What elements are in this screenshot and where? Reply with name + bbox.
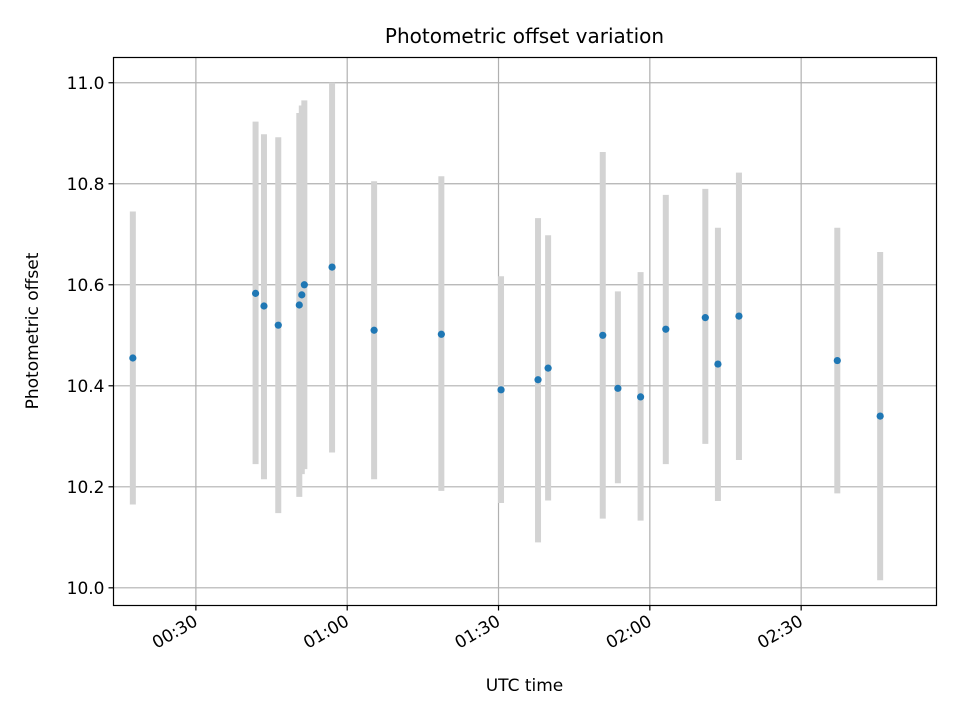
chart-title: Photometric offset variation [385,24,664,48]
grid [113,57,937,606]
data-point [614,384,622,392]
data-point [437,330,445,338]
data-point [298,291,306,299]
data-point [260,302,268,310]
y-axis: 10.0 10.2 10.4 10.6 10.8 11.0 [67,74,114,599]
data-point [300,281,308,289]
data-point [876,412,884,420]
y-tick-label: 11.0 [67,74,105,94]
x-axis-label: UTC time [486,676,564,696]
data-point [251,289,260,297]
y-tick-label: 10.2 [67,478,105,498]
data-point [328,263,336,271]
data-point [544,364,552,372]
data-point [129,354,137,362]
data-point [735,312,743,320]
plot-frame [112,56,938,607]
y-tick-label: 10.6 [67,276,105,296]
data-point [295,301,303,309]
y-tick-label: 10.8 [67,175,105,195]
y-axis-label: Photometric offset [23,252,43,409]
data-point [274,321,282,329]
data-point [833,356,841,365]
data-points [129,263,884,420]
data-point [701,314,709,322]
data-point [599,331,607,339]
data-point [662,325,670,333]
y-tick-label: 10.4 [67,377,105,397]
data-point [636,393,645,401]
data-point [534,376,542,384]
data-point [370,326,378,334]
data-point [497,386,505,394]
data-point [714,360,722,368]
y-tick-label: 10.0 [67,579,105,599]
